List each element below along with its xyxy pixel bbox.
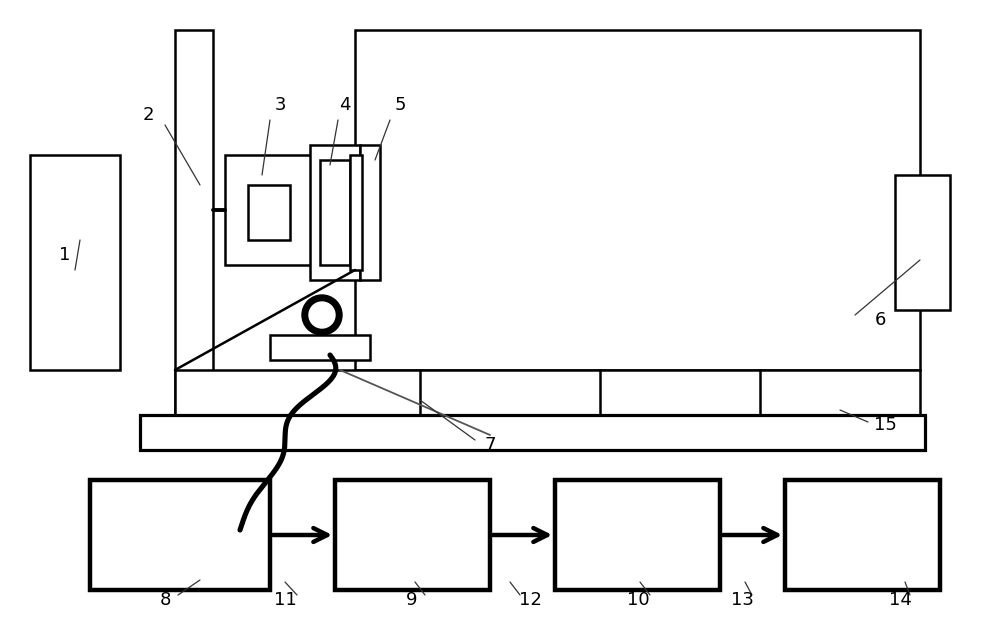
Bar	[225, 155, 315, 265]
Text: 3: 3	[274, 96, 286, 114]
Bar	[895, 175, 950, 310]
Text: 13: 13	[731, 591, 753, 609]
Bar	[270, 335, 370, 360]
Bar	[320, 160, 350, 265]
Bar	[555, 480, 720, 590]
Circle shape	[302, 295, 342, 335]
Text: 12: 12	[519, 591, 541, 609]
Bar	[175, 370, 920, 415]
Bar	[175, 30, 213, 415]
Text: 6: 6	[874, 311, 886, 329]
Bar	[90, 480, 270, 590]
Text: 15: 15	[874, 416, 896, 434]
Text: 2: 2	[142, 106, 154, 124]
Bar	[355, 30, 920, 370]
Bar	[335, 480, 490, 590]
Text: 7: 7	[484, 436, 496, 454]
Bar	[30, 155, 120, 370]
Text: 1: 1	[59, 246, 71, 264]
Text: 10: 10	[627, 591, 649, 609]
Text: 5: 5	[394, 96, 406, 114]
Text: 14: 14	[889, 591, 911, 609]
Text: 8: 8	[159, 591, 171, 609]
Bar	[785, 480, 940, 590]
Text: 9: 9	[406, 591, 418, 609]
Bar	[310, 145, 360, 280]
Text: 4: 4	[339, 96, 351, 114]
Bar	[350, 155, 362, 270]
Bar	[360, 145, 380, 280]
Text: 11: 11	[274, 591, 296, 609]
Bar	[248, 185, 290, 240]
Circle shape	[309, 302, 335, 328]
Bar	[140, 415, 925, 450]
